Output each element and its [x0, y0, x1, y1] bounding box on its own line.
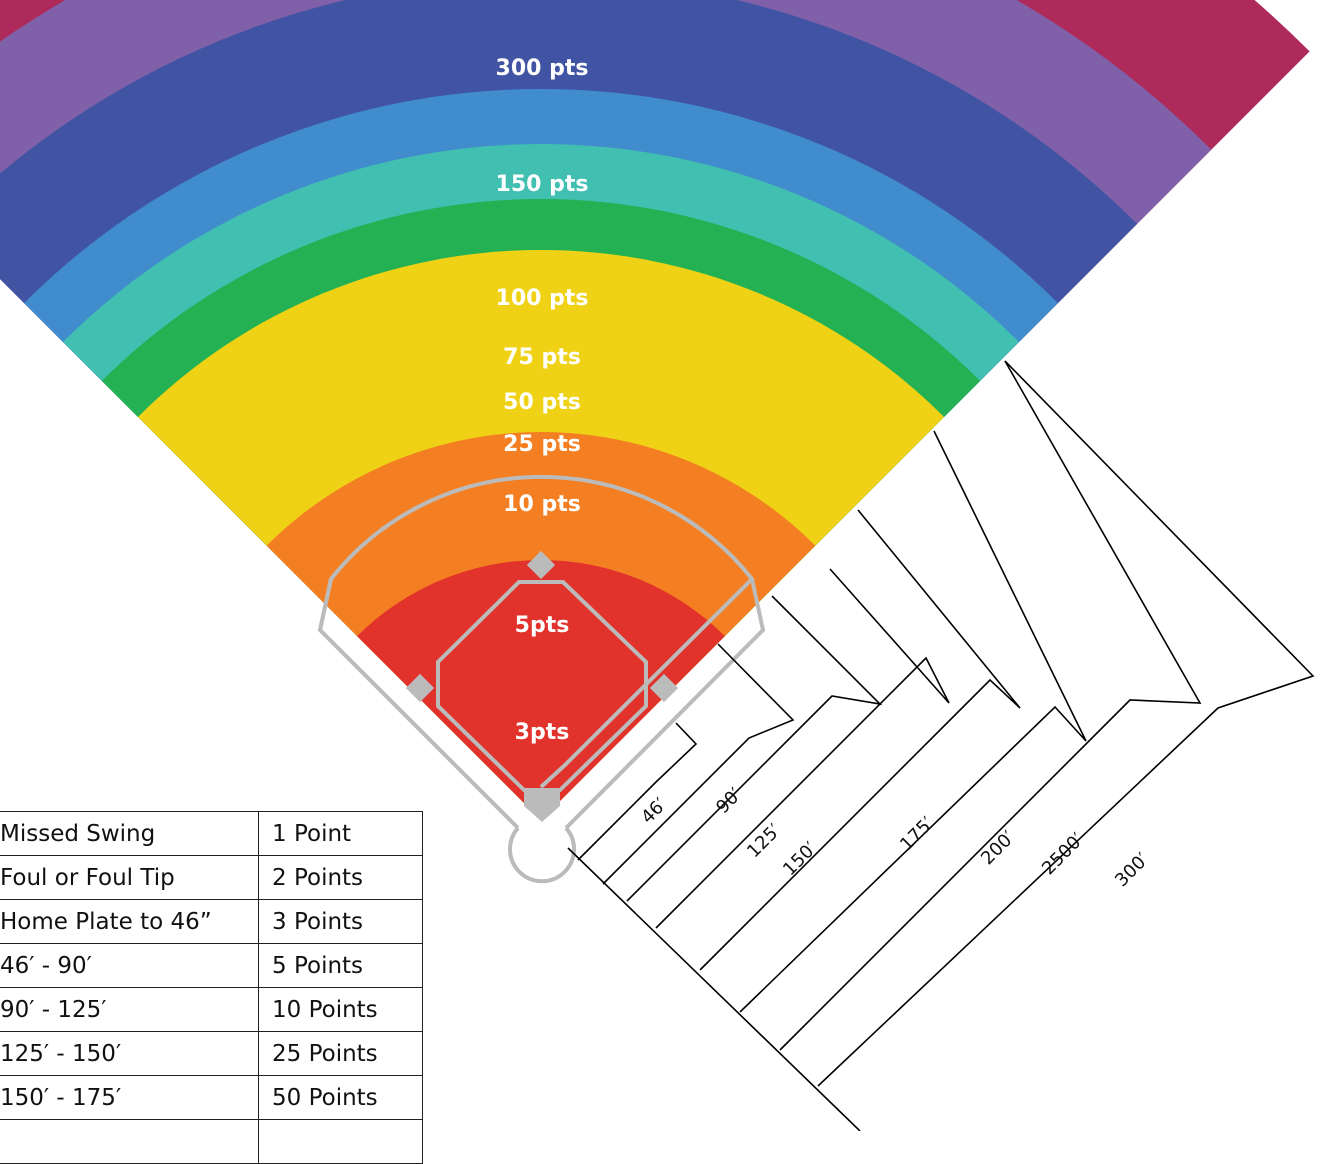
- zone-label: 25 pts: [503, 432, 581, 457]
- distance-bracket: [577, 722, 698, 861]
- points-table: Missed Swing 1 Point Foul or Foul Tip 2 …: [0, 811, 423, 1164]
- foul-line-left: [318, 578, 333, 631]
- scoring-field-diagram: 300 pts 150 pts 100 pts 75 pts 50 pts 25 pts 1…: [0, 0, 1315, 1131]
- points-cell: [258, 1119, 423, 1164]
- event-cell: 46′ - 90′: [0, 943, 259, 988]
- zone-label: 10 pts: [503, 492, 581, 517]
- zone-label: 50 pts: [503, 390, 581, 415]
- points-cell: 1 Point: [258, 811, 423, 856]
- points-cell: 10 Points: [258, 987, 423, 1032]
- zone-label: 3pts: [515, 720, 570, 745]
- zone-label: 100 pts: [496, 286, 589, 311]
- base-marker: [526, 550, 556, 580]
- outfield-fence-outline: [317, 474, 755, 830]
- event-cell: 150′ - 175′: [0, 1075, 259, 1120]
- foul-line-right: [564, 578, 766, 830]
- event-cell: 125′ - 150′: [0, 1031, 259, 1076]
- zone-label: 75 pts: [503, 345, 581, 370]
- zone-label: 5pts: [515, 613, 570, 638]
- base-marker: [649, 673, 679, 703]
- distance-label: 46′: [637, 794, 671, 828]
- event-cell: Missed Swing: [0, 811, 259, 856]
- distance-bracket: [817, 360, 1315, 1087]
- distance-label: 2500′: [1038, 829, 1088, 879]
- points-cell: 50 Points: [258, 1075, 423, 1120]
- distance-label: 125′: [743, 820, 785, 862]
- table-row: 150′ - 175′ 50 Points: [0, 1075, 423, 1120]
- distance-bracket: [699, 509, 1021, 971]
- ruler-baseline: [567, 847, 861, 1131]
- distance-bracket: [626, 595, 883, 902]
- points-cell: 5 Points: [258, 943, 423, 988]
- distance-label: 150′: [779, 838, 821, 880]
- zone-band: [357, 560, 725, 820]
- table-row: Missed Swing 1 Point: [0, 811, 423, 856]
- infield-diamond: [317, 474, 766, 884]
- zone-layer: [0, 0, 1310, 821]
- zone-labels: 300 pts 150 pts 100 pts 75 pts 50 pts 25 pts 1…: [496, 56, 589, 745]
- zone-label: 150 pts: [496, 172, 589, 197]
- points-cell: 3 Points: [258, 899, 423, 944]
- table-row: 90′ - 125′ 10 Points: [0, 987, 423, 1032]
- event-cell: 90′ - 125′: [0, 987, 259, 1032]
- table-row: Foul or Foul Tip 2 Points: [0, 855, 423, 900]
- table-row: 46′ - 90′ 5 Points: [0, 943, 423, 988]
- base-marker: [405, 673, 435, 703]
- table-row: 125′ - 150′ 25 Points: [0, 1031, 423, 1076]
- event-cell: [0, 1119, 259, 1164]
- table-row: [0, 1119, 423, 1164]
- distance-label: 175′: [896, 813, 938, 855]
- distance-bracket: [739, 430, 1087, 1013]
- distance-bracket: [602, 643, 795, 885]
- distance-label: 90′: [712, 784, 746, 818]
- points-cell: 25 Points: [258, 1031, 423, 1076]
- home-plate: [524, 790, 560, 822]
- distance-labels: 46′ 90′125′150′ 175′ 200′ 2500′ 300′: [637, 784, 1153, 891]
- distance-label: 300′: [1111, 849, 1153, 891]
- event-cell: Home Plate to 46”: [0, 899, 259, 944]
- distance-bracket: [655, 568, 950, 929]
- table-row: Home Plate to 46” 3 Points: [0, 899, 423, 944]
- points-cell: 2 Points: [258, 855, 423, 900]
- home-circle: [508, 826, 576, 884]
- distance-bracket: [779, 360, 1202, 1051]
- event-cell: Foul or Foul Tip: [0, 855, 259, 900]
- distance-ruler: [567, 360, 1315, 1131]
- distance-label: 200′: [977, 827, 1019, 869]
- infield-diamond-outline: [436, 580, 648, 792]
- zone-label: 300 pts: [496, 56, 589, 81]
